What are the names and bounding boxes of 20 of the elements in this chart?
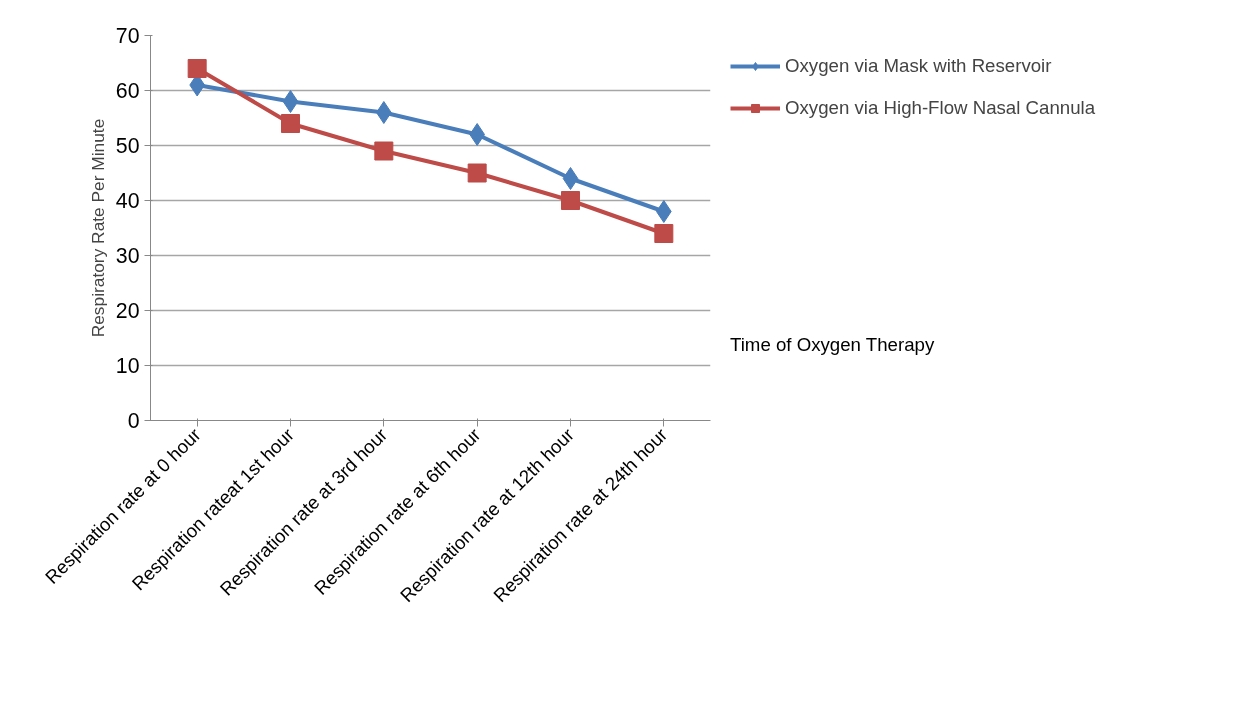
- y-tick-label: 20: [115, 299, 140, 323]
- y-tick-label: 40: [115, 189, 140, 213]
- point: [562, 167, 579, 190]
- y-tick-label: 60: [115, 79, 140, 103]
- y-tick-label: 70: [115, 24, 140, 48]
- point: [561, 191, 580, 210]
- point: [281, 114, 300, 133]
- point: [467, 163, 487, 183]
- y-tick-label: 50: [115, 134, 140, 158]
- y-tick-label: 30: [115, 244, 140, 268]
- point: [654, 224, 674, 243]
- legend-label: Oxygen via Mask with Reservoir: [785, 55, 1052, 77]
- point: [282, 90, 299, 113]
- x-axis-title: Time of Oxygen Therapy: [730, 334, 936, 356]
- point: [374, 141, 394, 161]
- y-tick-label: 0: [127, 409, 140, 433]
- legend-label: Oxygen via High-Flow Nasal Cannula: [785, 97, 1096, 119]
- point: [187, 59, 207, 78]
- y-axis-title: Respiratory Rate Per Minute: [87, 118, 108, 338]
- y-tick-label: 10: [115, 354, 140, 378]
